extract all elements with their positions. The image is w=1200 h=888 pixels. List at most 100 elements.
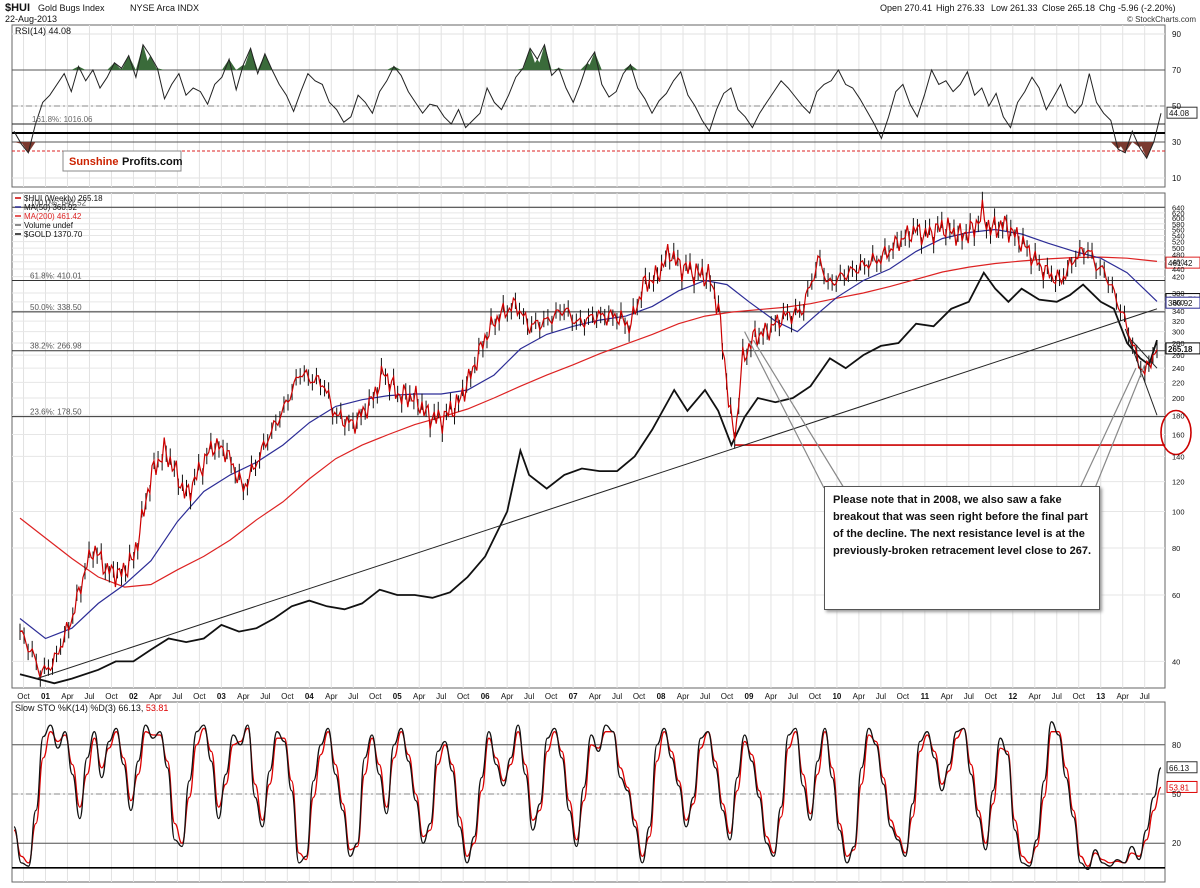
price-tick-label: 520 <box>1172 238 1185 247</box>
x-tick-label: Oct <box>545 692 558 701</box>
x-tick-label: Apr <box>853 692 866 701</box>
ohlc-close: Close 265.18 <box>1042 3 1095 13</box>
rsi-overbought-fill <box>243 48 258 70</box>
x-tick-label: Jul <box>172 692 182 701</box>
x-tick-label: Jul <box>348 692 358 701</box>
rsi-overbought-fill <box>71 66 86 70</box>
x-tick-label: Jul <box>260 692 270 701</box>
axis-layer: Oct 01 Apr Jul Oct 02 Apr Jul Oct 03 Apr Jul Oct 04 Ap… <box>17 30 1184 848</box>
rsi-tick-label: 50 <box>1172 102 1181 111</box>
x-tick-label: 06 <box>481 692 490 701</box>
rsi-title: RSI(14) 44.08 <box>15 26 71 36</box>
attribution: © StockCharts.com <box>1127 15 1196 24</box>
right-value-label: 265.18 <box>1168 345 1193 354</box>
x-tick-label: 11 <box>921 692 930 701</box>
ohlc-high: High 276.33 <box>936 3 985 13</box>
price-tick-label: 240 <box>1172 364 1185 373</box>
annotation-box: Please note that in 2008, we also saw a … <box>824 486 1100 610</box>
sto-k-label: 66.13 <box>1169 764 1190 773</box>
sto-title: Slow STO %K(14) %D(3) 66.13, 53.81 <box>15 703 168 713</box>
x-tick-label: Oct <box>721 692 734 701</box>
fib-level-label: 100.0%: 641.52 <box>30 198 87 207</box>
ma50-line <box>19 228 1158 640</box>
rsi-overbought-fill <box>143 55 158 70</box>
x-tick-label: 09 <box>745 692 754 701</box>
x-tick-label: Jul <box>876 692 886 701</box>
price-tick-label: 560 <box>1172 226 1185 235</box>
sto-tick-label: 20 <box>1172 839 1181 848</box>
price-tick-label: 420 <box>1172 273 1185 282</box>
sto-title-d: 53.81 <box>146 703 169 713</box>
sto-layer: 66.13 53.81 <box>13 721 1198 871</box>
x-tick-label: Oct <box>457 692 470 701</box>
x-tick-label: Oct <box>369 692 382 701</box>
price-tick-label: 180 <box>1172 411 1185 420</box>
sto-d-box <box>1166 780 1198 793</box>
legend-label: $GOLD 1370.70 <box>24 230 83 239</box>
rsi-overbought-fill <box>257 53 273 70</box>
x-tick-label: Apr <box>501 692 514 701</box>
callout-pointer <box>1094 364 1146 489</box>
fib-level-label: 38.2%: 266.98 <box>30 342 82 351</box>
right-value-box <box>1165 296 1200 309</box>
x-tick-label: Apr <box>941 692 954 701</box>
price-tick-label: 360 <box>1172 298 1185 307</box>
right-value-box <box>1165 342 1200 355</box>
x-tick-label: 08 <box>657 692 666 701</box>
x-tick-label: 10 <box>832 692 841 701</box>
x-tick-label: Oct <box>17 692 30 701</box>
rsi-tick-label: 30 <box>1172 138 1181 147</box>
price-tick-label: 200 <box>1172 394 1185 403</box>
x-tick-label: Apr <box>765 692 778 701</box>
price-tick-label: 340 <box>1172 307 1185 316</box>
x-tick-label: 04 <box>305 692 314 701</box>
x-tick-label: Jul <box>700 692 710 701</box>
rsi-overbought-fill <box>522 48 538 70</box>
price-tick-label: 40 <box>1172 657 1180 666</box>
right-value-label: 360.92 <box>1168 299 1193 308</box>
rsi-oversold-fill <box>1139 142 1154 159</box>
rsi-fib-label: 161.8%: 1016.06 <box>32 115 93 124</box>
legend-label: MA(50) 360.92 <box>24 203 77 212</box>
price-tick-label: 160 <box>1172 431 1185 440</box>
x-tick-label: Oct <box>809 692 822 701</box>
ohlc-open: Open 270.41 <box>880 3 932 13</box>
legend-label: MA(200) 461.42 <box>24 212 82 221</box>
x-tick-label: Jul <box>84 692 94 701</box>
callout-pointer <box>752 339 845 489</box>
price-tick-label: 140 <box>1172 452 1185 461</box>
price-tick-label: 60 <box>1172 591 1180 600</box>
price-tick-label: 380 <box>1172 289 1185 298</box>
rsi-overbought-fill <box>587 52 602 70</box>
ohlc-change: Chg -5.96 (-2.20%) <box>1099 3 1176 13</box>
callout-pointer <box>744 331 825 489</box>
x-tick-label: Apr <box>413 692 426 701</box>
ma200-line <box>19 256 1158 588</box>
x-tick-label: Oct <box>897 692 910 701</box>
x-tick-label: Apr <box>589 692 602 701</box>
sto-tick-label: 50 <box>1172 790 1181 799</box>
x-tick-label: 13 <box>1096 692 1105 701</box>
fib-level-label: 23.6%: 178.50 <box>30 408 82 417</box>
price-tick-label: 440 <box>1172 265 1185 274</box>
watermark-sunshine: Sunshine <box>69 156 119 168</box>
x-tick-label: Apr <box>237 692 250 701</box>
sto-panel <box>11 701 1166 883</box>
legend-label: $HUI (Weekly) 265.18 <box>24 194 103 203</box>
rsi-overbought-fill <box>107 62 122 70</box>
x-tick-label: Jul <box>964 692 974 701</box>
x-tick-label: Oct <box>1073 692 1086 701</box>
price-tick-label: 600 <box>1172 214 1185 223</box>
sto-tick-label: 80 <box>1172 741 1181 750</box>
x-tick-label: Oct <box>105 692 118 701</box>
right-value-box <box>1165 256 1200 269</box>
target-ellipse <box>1160 409 1192 456</box>
watermark-profits: Profits.com <box>122 156 183 168</box>
x-tick-label: 07 <box>569 692 578 701</box>
x-tick-label: 01 <box>41 692 50 701</box>
gold-trendline <box>36 308 1158 680</box>
price-panel <box>11 192 1166 689</box>
gold-line <box>19 270 1158 685</box>
right-value-label: 461.42 <box>1168 259 1193 268</box>
